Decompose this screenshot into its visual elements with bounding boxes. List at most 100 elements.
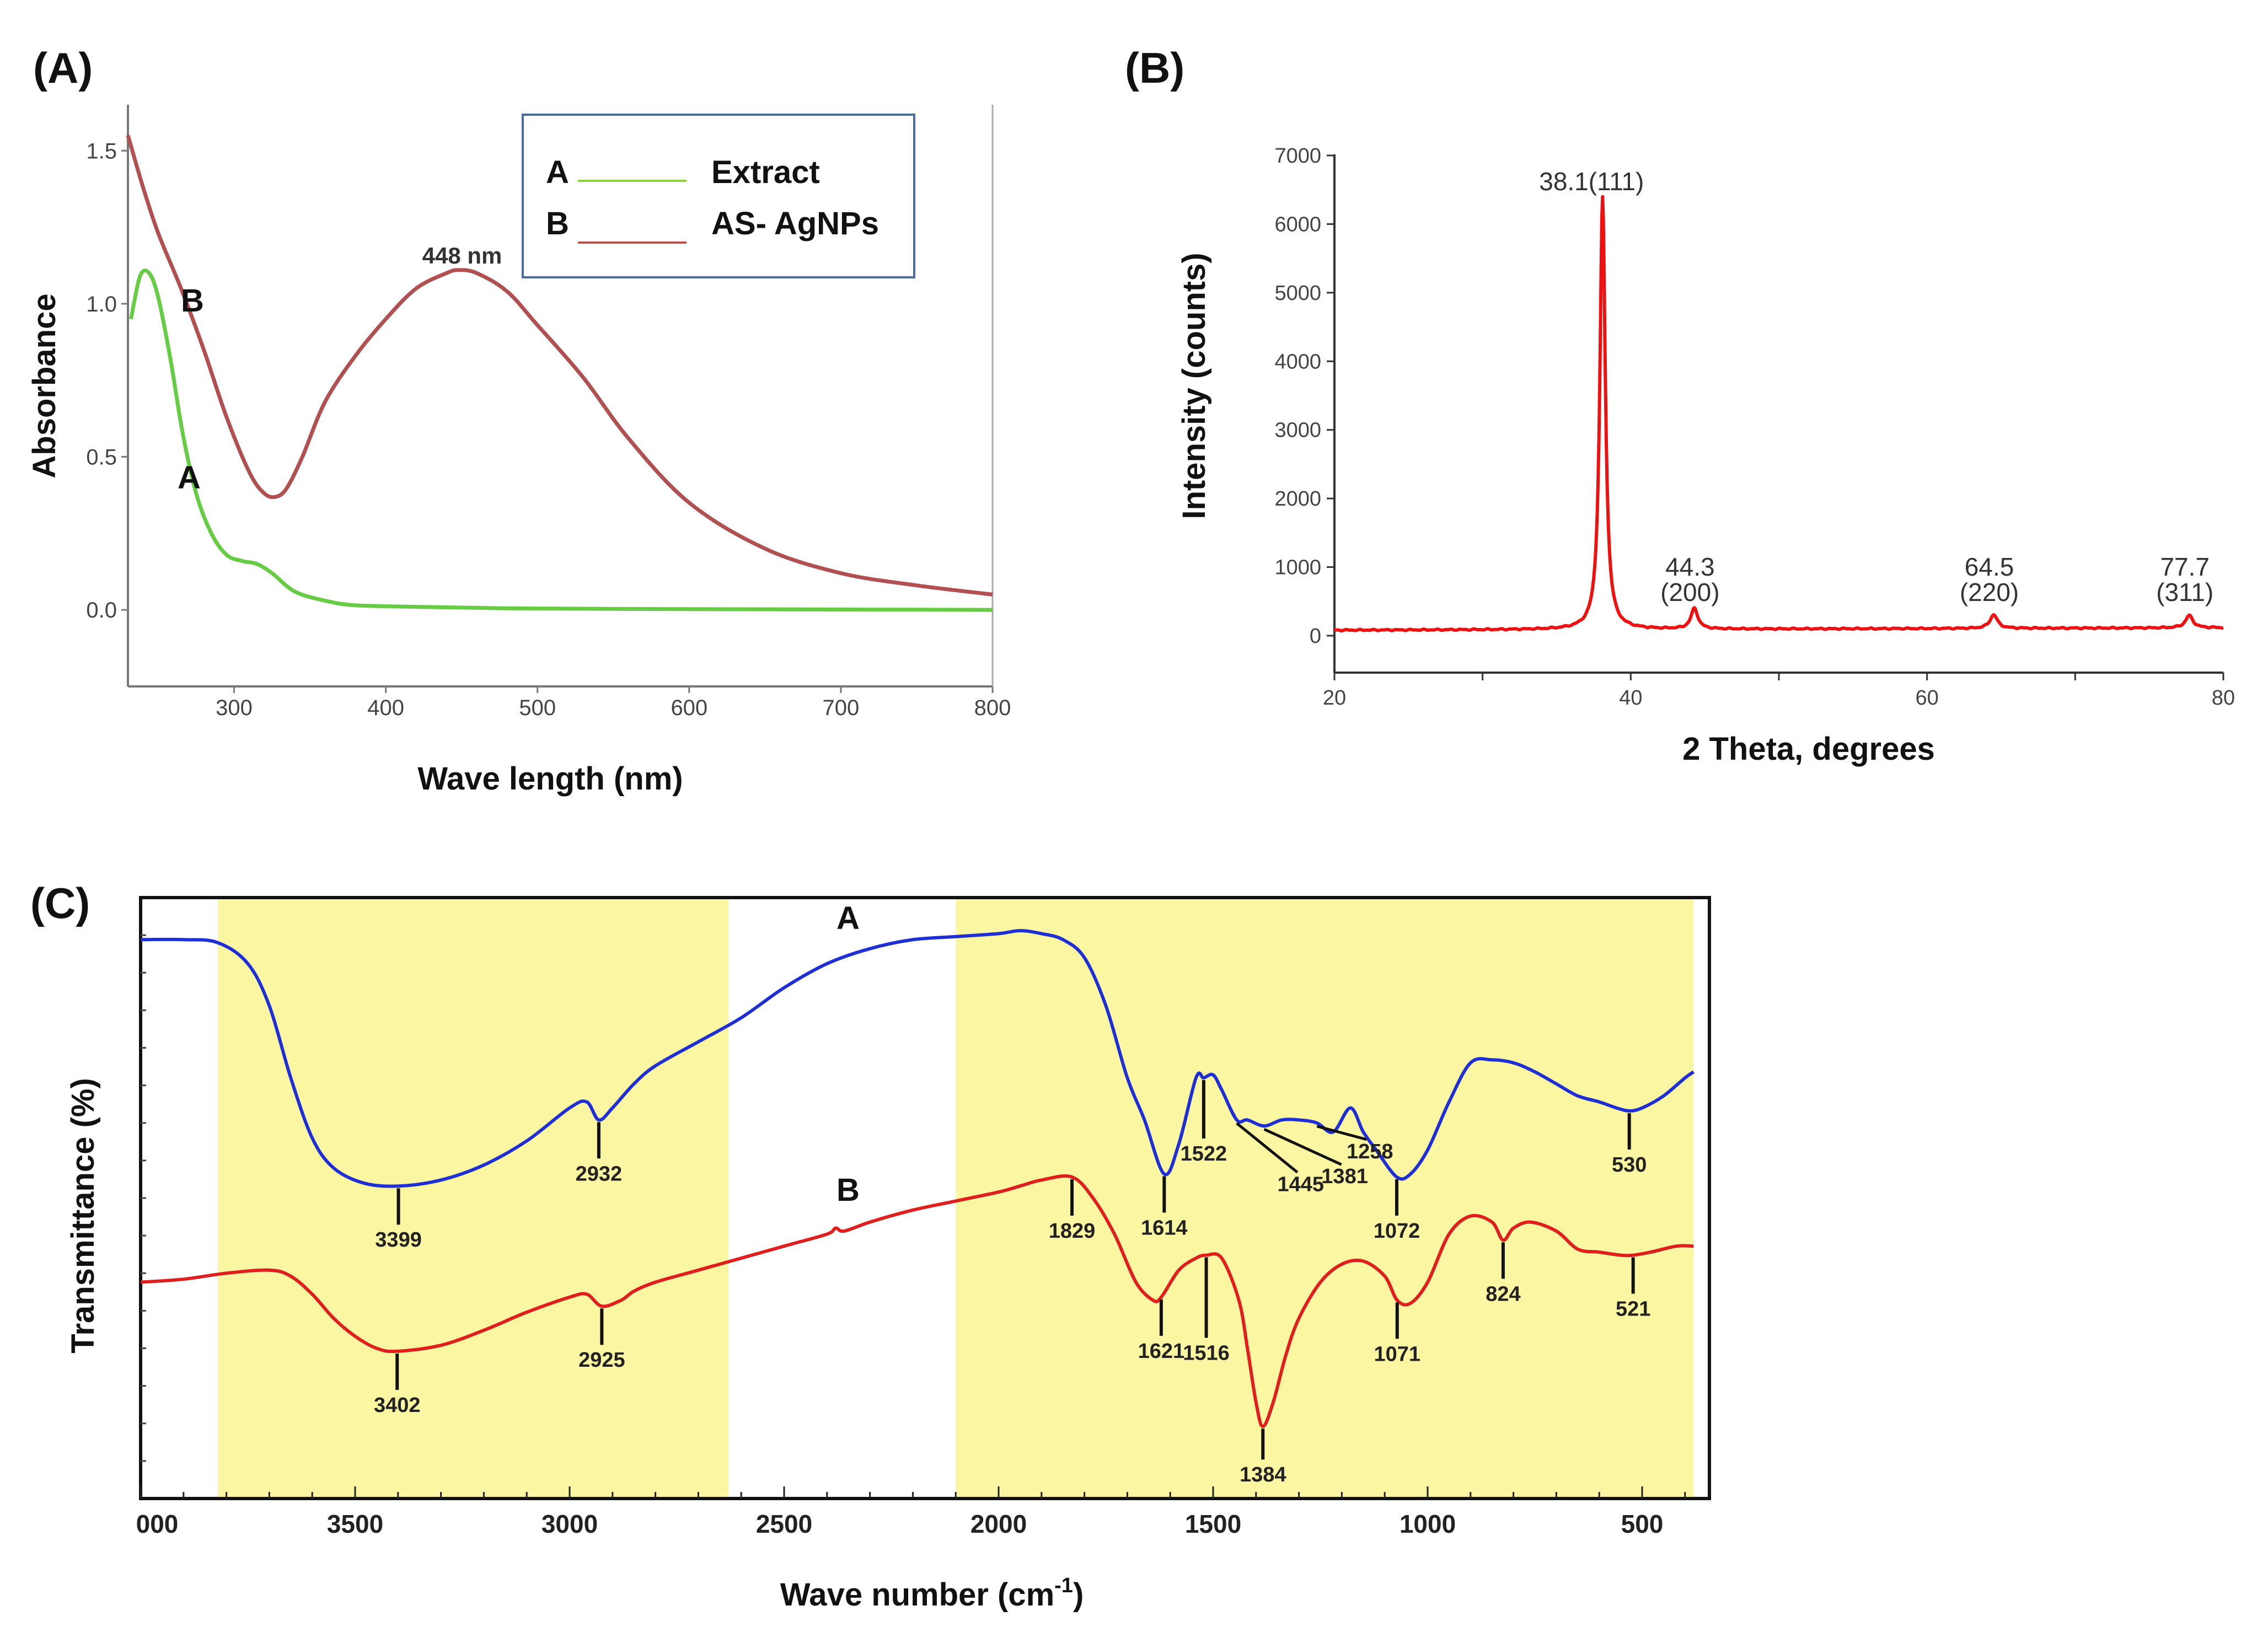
panel-c-x-tick-label: 1000 [1400, 1510, 1456, 1538]
panel-b-y-tick-label: 2000 [1274, 487, 1321, 511]
panel-c-series-a-line [140, 929, 1695, 1188]
panel-c-highlight-bands [218, 898, 1694, 1499]
panel-b-peak-index: (311) [2156, 578, 2213, 606]
panel-a-curves [126, 135, 993, 612]
panel-c-x-axis-title: Wave number (cm-1) [780, 1574, 1084, 1613]
panel-b-y-tick-label: 7000 [1274, 144, 1321, 168]
panel-c-band-label: 1445 [1278, 1173, 1325, 1196]
panel-a-x-tick-label: 600 [671, 696, 707, 720]
panel-a-y-tick-label: 1.5 [86, 139, 117, 163]
panel-c-x-tick-label: 3000 [541, 1510, 598, 1538]
panel-a-axes [127, 105, 994, 688]
panel-c-band-label: 2932 [576, 1162, 623, 1185]
panel-a-y-ticks: 0.0 0.5 1.0 1.5 [86, 139, 128, 622]
panel-b-curves [1333, 195, 2224, 633]
panel-c-x-ticks: 000 3500 3000 2500 2000 1500 1000 500 [136, 1486, 1686, 1538]
panel-c-x-tick-label: 500 [1621, 1510, 1664, 1538]
panel-b-x-tick-label: 80 [2212, 686, 2235, 710]
panel-b-x-tick-label: 60 [1916, 686, 1939, 710]
panel-a-peak-annotation: 448 nm [422, 243, 502, 269]
panel-c-band-label: 3399 [375, 1228, 422, 1252]
panel-a-x-tick-label: 800 [974, 696, 1011, 720]
panel-c-x-tick-label: 2500 [756, 1510, 812, 1538]
legend-key-a: A [546, 154, 569, 190]
panel-c-band-marker [1316, 1125, 1367, 1141]
panel-c-band-label: 824 [1486, 1282, 1520, 1306]
panel-c-band-label: 1516 [1183, 1342, 1230, 1365]
panel-c-band-label: 530 [1612, 1153, 1647, 1177]
legend-key-b: B [546, 206, 569, 241]
panel-c-x-tick-label: 1500 [1185, 1510, 1241, 1538]
panel-c-x-axis-title-suffix: ) [1073, 1577, 1084, 1613]
panel-c-curves [140, 929, 1695, 1429]
panel-a-y-tick-label: 0.5 [86, 445, 117, 470]
legend-label-agnps: AS- AgNPs [711, 206, 879, 241]
panel-b-peak-labels: 38.1(111) 44.3(200) 64.5(220) 77.7(311) [1539, 167, 2213, 606]
panel-a-series-a-line [129, 269, 993, 612]
panel-c-band-label: 1384 [1240, 1463, 1286, 1486]
panel-a-x-tick-label: 400 [367, 696, 404, 720]
panel-a-x-tick-label: 300 [216, 696, 253, 720]
panel-a-x-ticks: 300 400 500 600 700 800 [216, 686, 1011, 720]
panel-b-peak-index: (220) [1960, 578, 2019, 606]
panel-b-peak-label: 38.1(111) [1539, 167, 1644, 196]
panel-c-label: (C) [30, 879, 90, 927]
panel-c-x-tick-label: 000 [136, 1510, 179, 1538]
panel-c-band-label: 1072 [1374, 1220, 1420, 1243]
panel-c-highlight-band [218, 898, 728, 1499]
panel-c: (C) 000 3500 3000 2500 2000 1500 1000 500 3399 2… [30, 879, 1711, 1613]
panel-b-x-ticks: 20 40 60 80 [1323, 673, 2235, 710]
panel-c-x-axis-title-main: Wave number (cm [780, 1577, 1054, 1613]
panel-b-y-tick-label: 0 [1310, 625, 1321, 648]
panel-b-xrd-pattern-line [1333, 195, 2224, 633]
panel-b-x-tick-label: 40 [1619, 686, 1642, 710]
panel-c-x-tick-label: 2000 [971, 1510, 1027, 1538]
panel-c-band-marker [1236, 1122, 1299, 1174]
panel-b-y-tick-label: 3000 [1274, 419, 1321, 442]
panel-b-y-tick-label: 1000 [1274, 556, 1321, 579]
panel-c-band-label: 1621 [1138, 1340, 1185, 1363]
panel-b-label: (B) [1125, 44, 1184, 92]
panel-a-x-axis-title: Wave length (nm) [417, 761, 683, 797]
panel-b-peak-index: (200) [1660, 578, 1719, 606]
panel-c-band-label: 1614 [1141, 1216, 1188, 1239]
panel-c-band-label: 3402 [374, 1394, 421, 1417]
panel-a-curve-label-a: A [178, 460, 201, 496]
panel-b-y-ticks: 0 1000 2000 3000 4000 5000 6000 7000 [1274, 144, 1334, 648]
panel-c-band-label: 1258 [1347, 1140, 1393, 1163]
panel-b-peak-label: 77.7 [2160, 552, 2210, 581]
panel-c-band-label: 521 [1616, 1298, 1650, 1321]
panel-b-x-tick-label: 20 [1323, 686, 1346, 710]
panel-b-y-tick-label: 5000 [1274, 282, 1321, 305]
panel-c-curve-label-b: B [837, 1172, 860, 1208]
panel-a-curve-label-b: B [181, 283, 204, 319]
panel-c-series-b-line [140, 1174, 1694, 1429]
panel-c-curve-label-a: A [837, 900, 860, 936]
panel-a-y-tick-label: 1.0 [86, 292, 117, 316]
panel-c-band-label: 2925 [578, 1349, 625, 1372]
panel-c-band-label: 1829 [1049, 1220, 1096, 1243]
panel-b-peak-label: 64.5 [1965, 552, 2014, 581]
panel-c-x-tick-label: 3500 [327, 1510, 383, 1538]
panel-a-y-axis-title: Absorbance [26, 293, 62, 478]
panel-a-x-tick-label: 700 [823, 696, 860, 720]
panel-c-y-minor-ticks [141, 934, 146, 1462]
panel-b-peak-label: 44.3 [1665, 552, 1715, 581]
panel-c-y-axis-title: Transmittance (%) [65, 1078, 101, 1354]
panel-c-highlight-band [956, 898, 1694, 1499]
panel-a-series-b-line [126, 135, 993, 597]
panel-c-band-label: 1522 [1181, 1142, 1227, 1166]
panel-a: (A) 0.0 0.5 1.0 1.5 300 400 500 600 700 800 448 … [26, 44, 1011, 797]
panel-c-band-label: 1071 [1374, 1343, 1420, 1366]
panel-b: (B) 0 1000 2000 3000 4000 5000 6000 7000 20 40 60… [1125, 44, 2235, 767]
panel-c-band-label: 1381 [1321, 1165, 1368, 1188]
panel-b-y-axis-title: Intensity (counts) [1176, 253, 1212, 519]
panel-a-legend: A Extract B AS- AgNPs [522, 114, 915, 278]
panel-a-label: (A) [33, 44, 93, 92]
panel-a-x-tick-label: 500 [519, 696, 556, 720]
panel-b-y-tick-label: 4000 [1274, 350, 1321, 373]
panel-a-y-tick-label: 0.0 [86, 598, 117, 622]
legend-label-extract: Extract [711, 154, 820, 190]
